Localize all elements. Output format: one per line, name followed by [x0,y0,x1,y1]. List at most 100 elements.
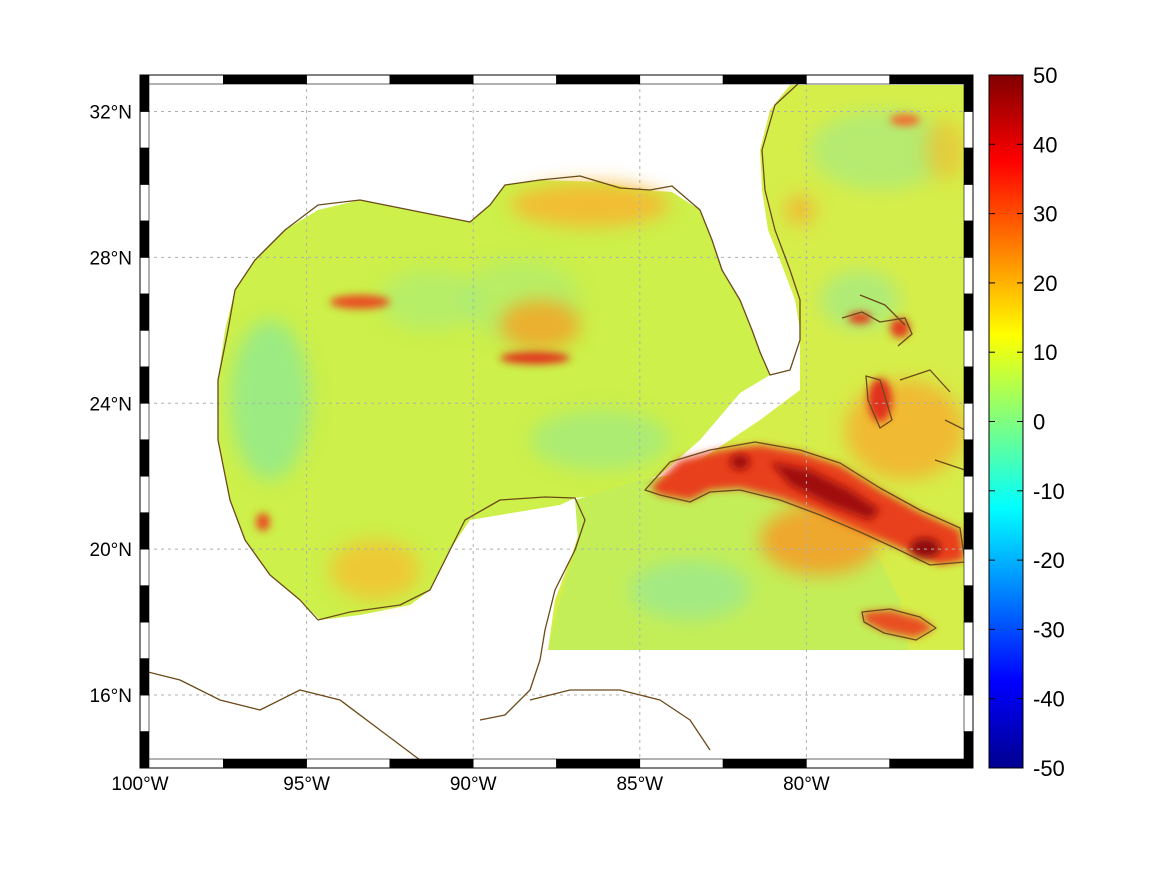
y-axis: 32°N 28°N 24°N 20°N 16°N [90,102,132,707]
x-tick-label: 100°W [111,774,168,795]
honduras-coast [529,689,711,751]
frame-segment-left [139,293,150,331]
frame-segment-right [963,366,974,404]
coastlines [140,75,966,768]
y-tick-label: 20°N [90,540,132,561]
frame-segment-bottom [389,758,474,769]
frame-segment-left [139,694,150,732]
frame-border [139,74,974,769]
jamaica-outline [861,608,937,641]
frame-segment-left [139,366,150,404]
frame-segment-right [963,74,974,112]
frame-segment-right [963,658,974,696]
y-tick-label: 24°N [90,394,132,415]
frame-segment-bottom [889,758,974,769]
frame-segment-top [639,74,724,85]
frame-segment-top [889,74,974,85]
no-data-south [540,650,973,768]
hot-patches [256,114,920,531]
frame-segment-right [963,147,974,185]
frame-segment-right [963,475,974,513]
frame-segment-top [472,74,557,85]
frame-segment-left [139,111,150,149]
frame-segment-left [139,147,150,185]
cool-patches [230,110,950,620]
y-tick-label: 16°N [90,686,132,707]
frame-segment-right [963,512,974,550]
frame-segment-left [139,220,150,258]
map-frame [139,74,974,769]
frame-segment-top [139,74,224,85]
y-tick-label: 28°N [90,248,132,269]
frame-segment-bottom [806,758,891,769]
frame-segment-bottom [639,758,724,769]
colorbar-tick-label: 40 [1033,132,1057,157]
frame-segment-left [139,548,150,586]
colorbar-tick-label: -50 [1033,756,1065,781]
colorbar-tick-label: -30 [1033,617,1065,642]
yucatan-coast [317,496,586,721]
frame-segment-left [139,74,150,112]
frame-segment-bottom [722,758,807,769]
frame-segment-left [139,475,150,513]
frame-segment-left [139,402,150,441]
frame-segment-right [963,694,974,732]
frame-segment-right [963,293,974,331]
frame-segment-right [963,585,974,623]
frame-segment-bottom [223,758,307,769]
frame-segment-left [139,512,150,550]
x-tick-label: 90°W [450,774,497,795]
frame-segment-top [389,74,474,85]
colorbar-tick-label: 50 [1033,63,1057,88]
hispaniola-outline [934,419,966,471]
frame-segment-right [963,731,974,769]
frame-segment-left [139,731,150,769]
frame-segment-top [806,74,891,85]
frame-segment-bottom [139,758,224,769]
frame-segment-top [556,74,641,85]
us-gulf-coast [217,75,821,621]
colorbar-tick-label: 0 [1033,410,1045,435]
jamaica-hotspot [862,610,935,638]
frame-segment-right [963,220,974,258]
frame-segment-left [139,621,150,659]
colorbar-tick-label: -40 [1033,687,1065,712]
frame-segment-top [306,74,391,85]
frame-segment-right [963,402,974,441]
frame-segment-bottom [556,758,641,769]
frame-segment-left [139,439,150,477]
frame-segment-right [963,111,974,149]
gulf-water [218,180,770,620]
colorbar-tick-label: -10 [1033,479,1065,504]
frame-segment-top [223,74,307,85]
colorbar-tick-label: 20 [1033,271,1057,296]
frame-segment-right [963,621,974,659]
y-tick-label: 32°N [90,102,132,123]
frame-segment-right [963,548,974,586]
frame-segment-right [963,439,974,477]
central-america-coast [140,669,432,768]
colorbar-ticks: 50 40 30 20 10 0 -10 -20 -30 -40 -50 [989,63,1065,781]
bahamas-outline [841,294,951,429]
frame-segment-bottom [472,758,557,769]
colorbar-tick-label: 30 [1033,202,1057,227]
frame-segment-right [963,184,974,222]
frame-segment-left [139,257,150,295]
frame-segment-left [139,184,150,222]
x-tick-label: 95°W [283,774,330,795]
x-tick-label: 85°W [616,774,663,795]
colorbar-tick-label: -20 [1033,548,1065,573]
frame-segment-left [139,330,150,368]
colorbar-tick-label: 10 [1033,340,1057,365]
frame-segment-bottom [306,758,391,769]
frame-segment-right [963,257,974,295]
cuba-hotspot [650,445,965,565]
x-tick-label: 80°W [783,774,830,795]
graticule [140,75,973,768]
anomaly-field [218,85,973,768]
frame-segment-left [139,658,150,696]
cuba-outline [644,441,966,566]
x-axis: 100°W 95°W 90°W 85°W 80°W [111,774,829,795]
